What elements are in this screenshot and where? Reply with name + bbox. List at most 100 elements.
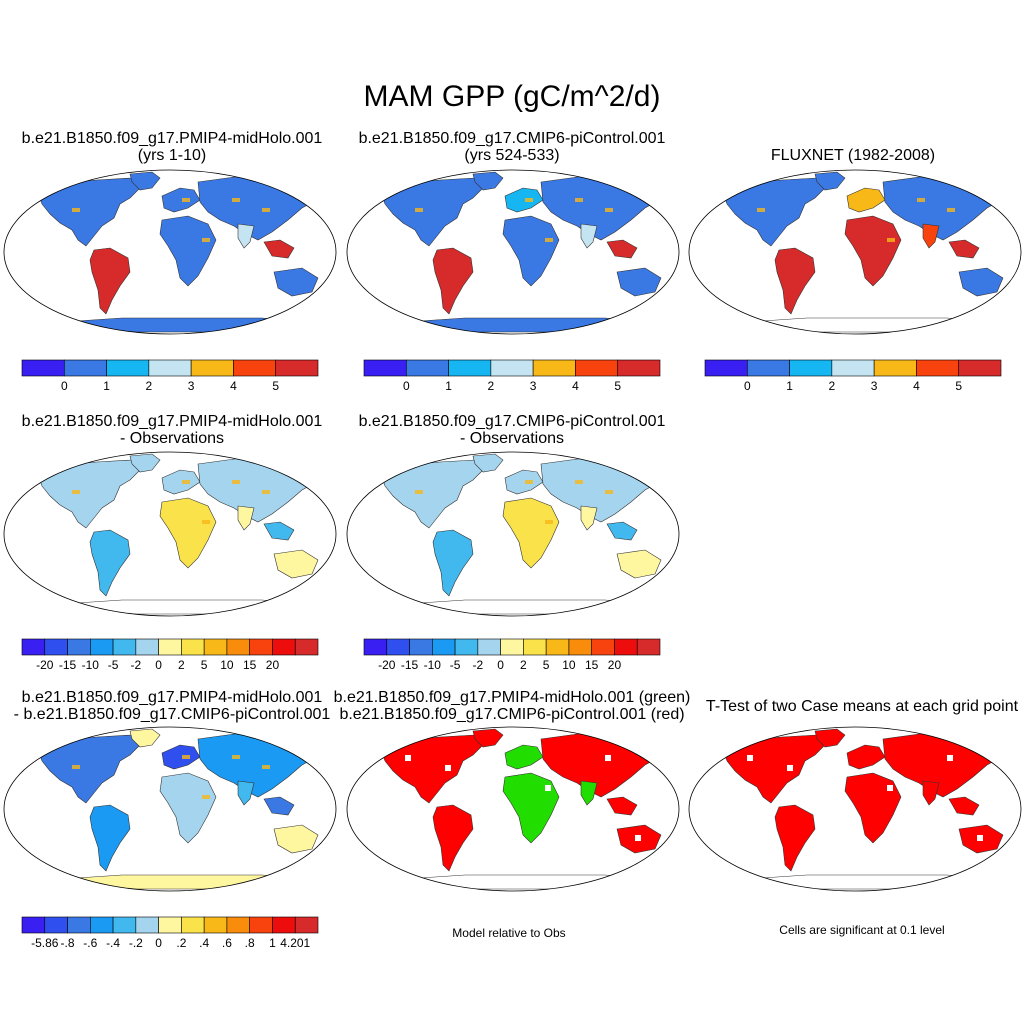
colorbar-swatch <box>63 359 107 377</box>
colorbar-swatch <box>448 359 492 377</box>
land-seasia <box>948 239 980 259</box>
colorbar-p2: 0 1 2 3 4 5 <box>363 359 661 393</box>
land-australia <box>616 267 662 297</box>
colorbar-label: 0 <box>155 658 162 672</box>
land-greenland <box>129 728 161 748</box>
colorbar-label: -.8 <box>61 936 75 950</box>
land-australia <box>273 267 319 297</box>
panel-title-line2: (yrs 524-533) <box>464 147 560 164</box>
colorbar-swatch <box>90 916 114 934</box>
map-p3 <box>688 169 1022 335</box>
colorbar-swatch <box>226 638 250 656</box>
colorbar-label: -20 <box>378 658 396 672</box>
map-border <box>346 451 680 617</box>
land-samerica <box>774 247 816 315</box>
colorbar-swatch <box>249 638 273 656</box>
panel-title-line2: - Observations <box>119 430 225 447</box>
map-border <box>3 451 337 617</box>
land-australia <box>616 549 662 579</box>
land-seasia <box>606 521 638 541</box>
map-border <box>346 169 680 335</box>
land-antarctica <box>404 317 646 333</box>
colorbar-p1: 0 1 2 3 4 5 <box>21 359 319 393</box>
colorbar-swatch <box>704 359 748 377</box>
colorbar-label: -5 <box>108 658 119 672</box>
panel-title-p1: b.e21.B1850.f09_g17.PMIP4-midHolo.001 (y… <box>0 130 362 164</box>
panel-title-p7: b.e21.B1850.f09_g17.PMIP4-midHolo.001 (g… <box>322 689 702 723</box>
colorbar-p3: 0 1 2 3 4 5 <box>704 359 1002 393</box>
colorbar-p5: -20 -15 -10 -5 -2 0 2 5 10 15 20 <box>363 638 661 672</box>
colorbar-swatch <box>477 638 501 656</box>
colorbar-swatch <box>190 359 234 377</box>
land-seasia <box>263 521 295 541</box>
land-europe <box>846 187 886 213</box>
colorbar-label: -15 <box>59 658 77 672</box>
colorbar-swatch <box>363 638 388 656</box>
land-africa <box>502 497 560 569</box>
land-antarctica <box>61 317 303 333</box>
colorbar-label: 1 <box>269 936 276 950</box>
colorbar-p4: -20 -15 -10 -5 -2 0 2 5 10 15 20 <box>21 638 319 672</box>
map-p4 <box>3 451 337 617</box>
panel-title-p6: b.e21.B1850.f09_g17.PMIP4-midHolo.001 - … <box>0 689 362 723</box>
land-samerica <box>432 529 474 597</box>
colorbar-swatch <box>591 638 615 656</box>
land-namerica <box>721 177 828 247</box>
colorbar-swatch <box>112 916 137 934</box>
colorbar-label: 2 <box>178 658 185 672</box>
colorbar-swatch <box>272 916 296 934</box>
colorbar-label: 0 <box>155 936 162 950</box>
panel-title-line1: b.e21.B1850.f09_g17.CMIP6-piControl.001 <box>358 413 666 430</box>
colorbar-label: -15 <box>401 658 419 672</box>
colorbar-label: 10 <box>220 658 234 672</box>
colorbar-swatch <box>203 916 228 934</box>
colorbar-swatch <box>90 638 114 656</box>
land-samerica <box>89 529 131 597</box>
land-australia <box>958 267 1004 297</box>
colorbar-swatch <box>568 638 592 656</box>
map-border <box>688 169 1022 335</box>
colorbar-label: 0 <box>497 658 504 672</box>
colorbar-swatch <box>112 638 137 656</box>
colorbar-swatch <box>181 638 205 656</box>
land-namerica <box>36 734 143 804</box>
colorbar-swatch <box>21 916 46 934</box>
colorbar-swatch <box>532 359 576 377</box>
colorbar-swatch <box>272 638 296 656</box>
colorbar-swatch <box>490 359 534 377</box>
colorbar-label: -5.86 <box>31 936 59 950</box>
map-border <box>688 726 1022 892</box>
land-africa <box>502 215 560 287</box>
colorbar-swatch <box>617 359 661 377</box>
colorbar-label: 4 <box>913 379 920 393</box>
colorbar-label: 15 <box>243 658 257 672</box>
colorbar-label: 5 <box>543 658 550 672</box>
panel-title-p3: FLUXNET (1982-2008) <box>663 147 1024 164</box>
land-samerica <box>89 247 131 315</box>
land-greenland <box>472 171 504 191</box>
map-border <box>346 726 680 892</box>
colorbar-label: 10 <box>562 658 576 672</box>
land-europe <box>504 744 544 770</box>
panel-title-line1: b.e21.B1850.f09_g17.PMIP4-midHolo.001 <box>21 413 323 430</box>
panel-title-line1: FLUXNET (1982-2008) <box>770 147 936 164</box>
land-india <box>237 223 255 249</box>
note-significance: Cells are significant at 0.1 level <box>779 923 945 937</box>
land-greenland <box>129 171 161 191</box>
colorbar-label: 4 <box>572 379 579 393</box>
colorbar-label: 0 <box>403 379 410 393</box>
panel-title-line2: - Observations <box>459 430 565 447</box>
land-africa <box>159 772 217 844</box>
land-australia <box>273 824 319 854</box>
map-speckle <box>72 755 270 799</box>
colorbar-label: 3 <box>530 379 537 393</box>
land-greenland <box>814 171 846 191</box>
land-europe <box>161 469 201 495</box>
land-seasia <box>606 239 638 259</box>
colorbar-swatch <box>233 359 277 377</box>
colorbar-label: 5 <box>614 379 621 393</box>
colorbar-label: -.2 <box>129 936 143 950</box>
land-europe <box>161 744 201 770</box>
colorbar-swatch <box>523 638 547 656</box>
